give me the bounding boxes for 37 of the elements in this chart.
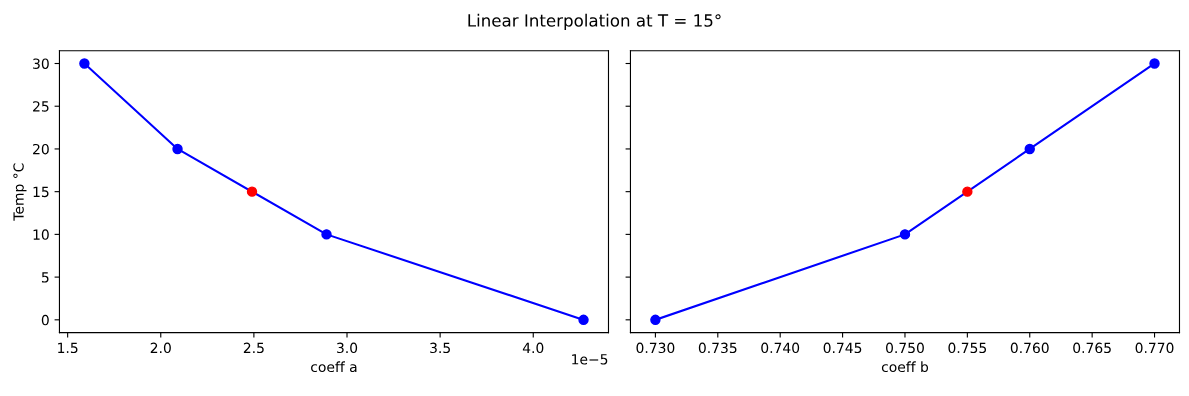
y-axis-title: Temp °C bbox=[13, 163, 27, 221]
x-tick-label: 0.765 bbox=[1073, 342, 1111, 354]
point bbox=[650, 314, 661, 326]
text: 1e−5 bbox=[572, 354, 608, 365]
x-tick-label: 3.0 bbox=[337, 342, 358, 354]
point bbox=[962, 186, 973, 197]
x-tick-label: 0.740 bbox=[761, 342, 800, 354]
x-tick-label: 0.730 bbox=[636, 342, 675, 354]
point bbox=[172, 143, 183, 155]
point bbox=[79, 58, 90, 69]
point bbox=[899, 229, 911, 240]
x-tick-label: 0.750 bbox=[886, 342, 924, 354]
point bbox=[321, 229, 332, 240]
x-tick-label: 0.770 bbox=[1135, 342, 1174, 354]
x-tick-label: 1.5 bbox=[58, 342, 78, 354]
point bbox=[1024, 143, 1035, 155]
y-tick-label: 0 bbox=[41, 314, 49, 326]
x-tick-label: 4.0 bbox=[522, 342, 544, 354]
x-tick-label: 2.0 bbox=[150, 342, 171, 354]
point bbox=[246, 186, 258, 197]
x-tick-label: 0.755 bbox=[948, 342, 987, 354]
y-tick-label: 5 bbox=[41, 272, 49, 283]
x-tick-label: 0.735 bbox=[698, 342, 737, 354]
x-tick-label: 3.5 bbox=[430, 342, 450, 354]
y-tick-label: 10 bbox=[33, 229, 49, 240]
y-tick-label: 15 bbox=[33, 186, 49, 198]
x-axis-title: coeff b bbox=[881, 361, 929, 373]
y-tick-label: 30 bbox=[33, 58, 49, 69]
x-tick-label: 2.5 bbox=[243, 342, 264, 354]
x-tick-label: 0.745 bbox=[823, 342, 862, 354]
chart-title: Linear Interpolation at T = 15° bbox=[468, 13, 721, 30]
point bbox=[1149, 58, 1160, 69]
x-tick-label: 0.760 bbox=[1010, 342, 1049, 354]
x-axis-title: coeff a bbox=[311, 361, 357, 373]
y-tick-label: 25 bbox=[33, 101, 49, 112]
y-tick-label: 20 bbox=[33, 143, 49, 155]
point bbox=[578, 314, 589, 326]
